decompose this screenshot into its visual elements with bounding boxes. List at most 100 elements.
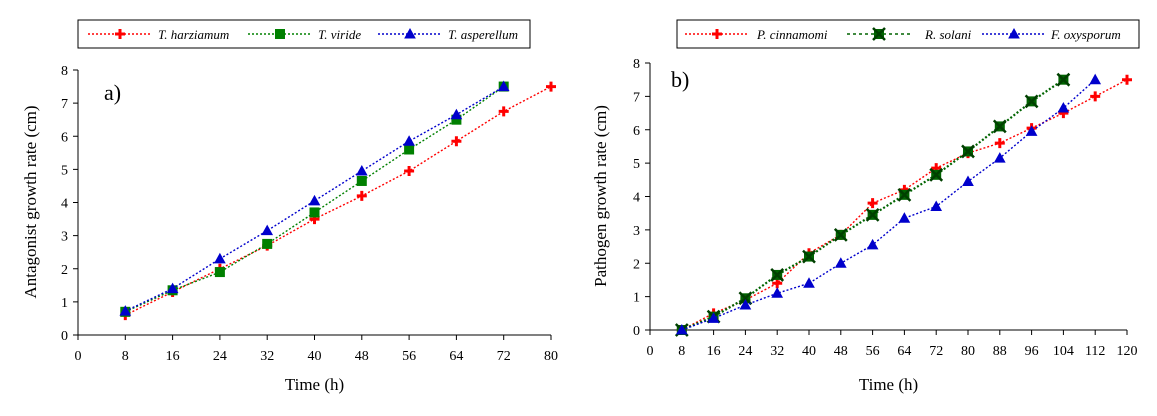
x-tick-label: 24	[213, 349, 227, 364]
data-point	[867, 198, 878, 209]
data-point	[992, 119, 1007, 134]
y-tick-label: 3	[61, 230, 68, 245]
data-point	[707, 312, 720, 323]
y-tick-label: 7	[61, 97, 68, 112]
legend-label: R. solani	[924, 27, 972, 42]
panel-label: a)	[104, 80, 121, 105]
data-point	[497, 80, 510, 92]
data-point	[1057, 102, 1070, 113]
legend: P. cinnamomi R. solani F. oxysporum	[676, 19, 1140, 49]
panel-label: b)	[671, 67, 689, 92]
y-tick-label: 1	[61, 296, 68, 311]
y-tick-label: 5	[61, 163, 68, 178]
data-point	[404, 144, 415, 155]
x-tick-label: 16	[166, 349, 180, 364]
data-point	[309, 207, 320, 218]
y-tick-label: 8	[633, 57, 640, 72]
legend-marker	[1008, 27, 1020, 39]
x-tick-label: 0	[75, 349, 82, 364]
x-tick-label: 32	[260, 349, 274, 364]
x-tick-label: 64	[449, 349, 463, 364]
legend-label: T. harziamum	[158, 27, 229, 42]
x-tick-label: 48	[834, 344, 848, 359]
data-point	[738, 291, 753, 306]
data-point	[993, 152, 1006, 163]
x-tick-label: 120	[1117, 344, 1138, 359]
series-line	[681, 79, 1096, 331]
data-point	[994, 138, 1005, 149]
data-point	[404, 166, 415, 177]
y-tick-label: 0	[61, 329, 68, 344]
data-point	[1122, 74, 1132, 85]
legend-marker	[115, 29, 125, 39]
x-axis-title: Time (h)	[859, 375, 918, 394]
x-tick-label: 112	[1085, 344, 1105, 359]
legend-marker	[712, 29, 722, 39]
x-tick-label: 32	[770, 344, 784, 359]
y-tick-label: 6	[633, 124, 640, 139]
data-point	[1025, 125, 1038, 136]
data-point	[961, 144, 975, 159]
data-point	[119, 305, 132, 316]
data-point	[356, 175, 367, 186]
data-point	[214, 252, 226, 264]
x-tick-label: 0	[647, 344, 654, 359]
data-point	[403, 135, 415, 146]
series-t-asperellum	[119, 80, 510, 316]
y-tick-label: 0	[633, 324, 640, 339]
series-t-harziamum	[120, 81, 556, 321]
data-point	[356, 190, 367, 201]
x-tick-label: 16	[707, 344, 721, 359]
y-tick-label: 3	[633, 224, 640, 239]
data-point	[866, 238, 879, 250]
data-point	[739, 298, 752, 310]
legend-label: F. oxysporum	[1050, 27, 1121, 42]
data-point	[897, 187, 912, 202]
data-point	[771, 287, 784, 298]
y-tick-label: 6	[61, 130, 68, 145]
x-tick-label: 8	[678, 344, 685, 359]
series-line	[125, 86, 505, 313]
x-tick-label: 88	[993, 344, 1007, 359]
data-point	[834, 257, 847, 268]
data-point	[675, 323, 688, 335]
y-tick-label: 7	[633, 90, 640, 105]
data-point	[898, 212, 911, 223]
data-point	[1056, 72, 1071, 87]
data-point	[962, 175, 974, 186]
data-point	[803, 277, 815, 288]
x-tick-label: 56	[866, 344, 880, 359]
data-point	[262, 238, 273, 249]
series-line	[681, 79, 1128, 331]
data-point	[166, 282, 179, 294]
y-tick-label: 4	[633, 191, 640, 206]
data-point	[498, 106, 509, 117]
data-point	[261, 224, 274, 236]
data-point	[930, 200, 943, 212]
legend-label: T. viride	[318, 27, 361, 42]
legend-box	[676, 19, 1140, 49]
data-point	[546, 81, 556, 92]
data-point	[308, 194, 321, 206]
data-point	[451, 136, 462, 147]
x-axis-title: Time (h)	[285, 375, 344, 394]
y-tick-label: 2	[633, 257, 640, 272]
data-point	[355, 165, 368, 176]
x-tick-label: 104	[1053, 344, 1074, 359]
data-point	[929, 167, 944, 182]
y-tick-label: 8	[61, 64, 68, 79]
x-tick-label: 56	[402, 349, 416, 364]
x-tick-label: 80	[544, 349, 558, 364]
series-line	[124, 85, 552, 316]
x-tick-label: 40	[802, 344, 816, 359]
data-point	[214, 267, 225, 278]
x-tick-label: 40	[308, 349, 322, 364]
data-point	[1089, 73, 1102, 85]
data-point	[1090, 91, 1101, 102]
legend-marker	[275, 29, 285, 39]
data-point	[833, 227, 848, 242]
data-point	[770, 268, 785, 282]
